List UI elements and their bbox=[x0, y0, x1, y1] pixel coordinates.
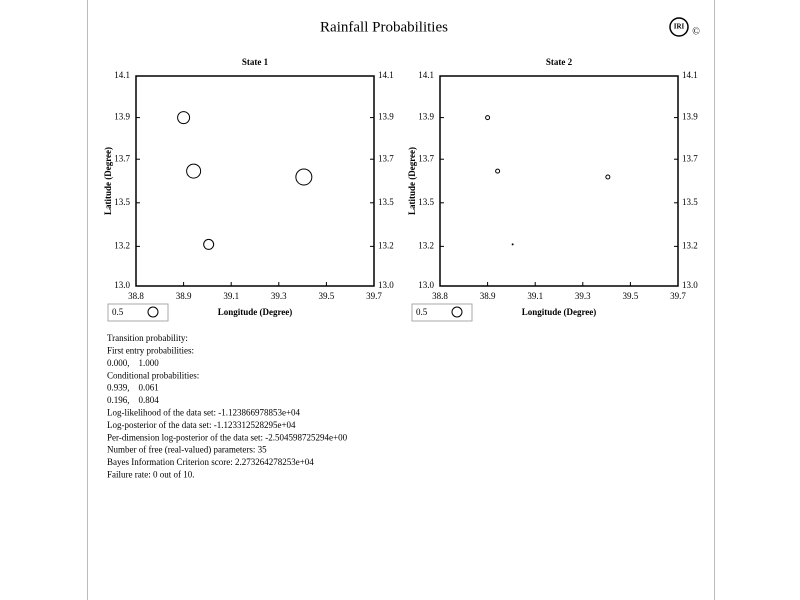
copyright: © bbox=[692, 26, 700, 37]
legend-label: 0.5 bbox=[112, 307, 124, 317]
y-tick-label: 13.9 bbox=[114, 112, 130, 122]
x-tick-label: 39.1 bbox=[223, 291, 239, 301]
page-title: Rainfall Probabilities bbox=[320, 19, 448, 35]
y-axis-label: Latitude (Degree) bbox=[407, 147, 417, 215]
y-tick-label: 14.1 bbox=[418, 70, 434, 80]
report-line: 0.196, 0.804 bbox=[107, 395, 159, 405]
y-tick-label: 13.7 bbox=[682, 153, 698, 163]
x-axis-label: Longitude (Degree) bbox=[522, 307, 597, 317]
y-tick-label: 14.1 bbox=[682, 70, 698, 80]
bubble bbox=[177, 111, 191, 125]
bubble bbox=[203, 238, 215, 250]
report-line: Number of free (real-valued) parameters:… bbox=[107, 445, 267, 455]
y-tick-label: 13.2 bbox=[378, 240, 394, 250]
legend-label: 0.5 bbox=[416, 307, 428, 317]
report-line: Log-likelihood of the data set: -1.12386… bbox=[107, 407, 301, 417]
x-tick-label: 39.5 bbox=[623, 291, 639, 301]
bubble bbox=[495, 168, 501, 174]
y-tick-label: 13.2 bbox=[114, 240, 130, 250]
y-tick-label: 13.9 bbox=[378, 112, 394, 122]
bubble bbox=[485, 115, 491, 121]
y-tick-label: 13.5 bbox=[114, 197, 130, 207]
x-tick-label: 38.8 bbox=[128, 291, 144, 301]
x-tick-label: 39.7 bbox=[366, 291, 382, 301]
y-tick-label: 13.5 bbox=[378, 197, 394, 207]
y-tick-label: 13.7 bbox=[378, 153, 394, 163]
x-tick-label: 39.7 bbox=[670, 291, 686, 301]
logo bbox=[669, 17, 689, 37]
y-tick-label: 14.1 bbox=[378, 70, 394, 80]
report-line: Log-posterior of the data set: -1.123312… bbox=[107, 420, 296, 430]
x-tick-label: 38.9 bbox=[480, 291, 496, 301]
y-tick-label: 13.0 bbox=[114, 280, 130, 290]
y-tick-label: 14.1 bbox=[114, 70, 130, 80]
legend-bubble bbox=[451, 306, 463, 318]
y-tick-label: 13.0 bbox=[418, 280, 434, 290]
y-tick-label: 13.9 bbox=[682, 112, 698, 122]
plot-frame bbox=[135, 75, 375, 287]
y-tick-label: 13.5 bbox=[418, 197, 434, 207]
report-line: First entry probabilities: bbox=[107, 345, 194, 355]
y-axis-label: Latitude (Degree) bbox=[103, 147, 113, 215]
report-line: Conditional probabilities: bbox=[107, 370, 199, 380]
legend-bubble bbox=[147, 306, 159, 318]
x-tick-label: 38.9 bbox=[176, 291, 192, 301]
x-tick-label: 39.5 bbox=[319, 291, 335, 301]
x-tick-label: 39.1 bbox=[527, 291, 543, 301]
report-line: Per-dimension log-posterior of the data … bbox=[107, 432, 348, 442]
x-tick-label: 38.8 bbox=[432, 291, 448, 301]
x-tick-label: 39.3 bbox=[575, 291, 591, 301]
chart-title: State 1 bbox=[242, 57, 269, 67]
y-tick-label: 13.5 bbox=[682, 197, 698, 207]
bubble bbox=[295, 168, 313, 186]
report-line: 0.000, 1.000 bbox=[107, 358, 159, 368]
x-tick-label: 39.3 bbox=[271, 291, 287, 301]
chart-title: State 2 bbox=[546, 57, 573, 67]
report-line: Bayes Information Criterion score: 2.273… bbox=[107, 457, 314, 467]
y-tick-label: 13.0 bbox=[682, 280, 698, 290]
bubble bbox=[605, 174, 611, 180]
y-tick-label: 13.7 bbox=[114, 153, 130, 163]
y-tick-label: 13.0 bbox=[378, 280, 394, 290]
y-tick-label: 13.2 bbox=[418, 240, 434, 250]
report-line: Transition probability: bbox=[107, 333, 188, 343]
bubble bbox=[511, 243, 514, 246]
bubble bbox=[186, 163, 202, 179]
y-tick-label: 13.7 bbox=[418, 153, 434, 163]
logo-text: IRI bbox=[674, 23, 685, 31]
y-tick-label: 13.2 bbox=[682, 240, 698, 250]
report-line: Failure rate: 0 out of 10. bbox=[107, 469, 194, 479]
report-line: 0.939, 0.061 bbox=[107, 383, 159, 393]
y-tick-label: 13.9 bbox=[418, 112, 434, 122]
plot-frame bbox=[439, 75, 679, 287]
x-axis-label: Longitude (Degree) bbox=[218, 307, 293, 317]
